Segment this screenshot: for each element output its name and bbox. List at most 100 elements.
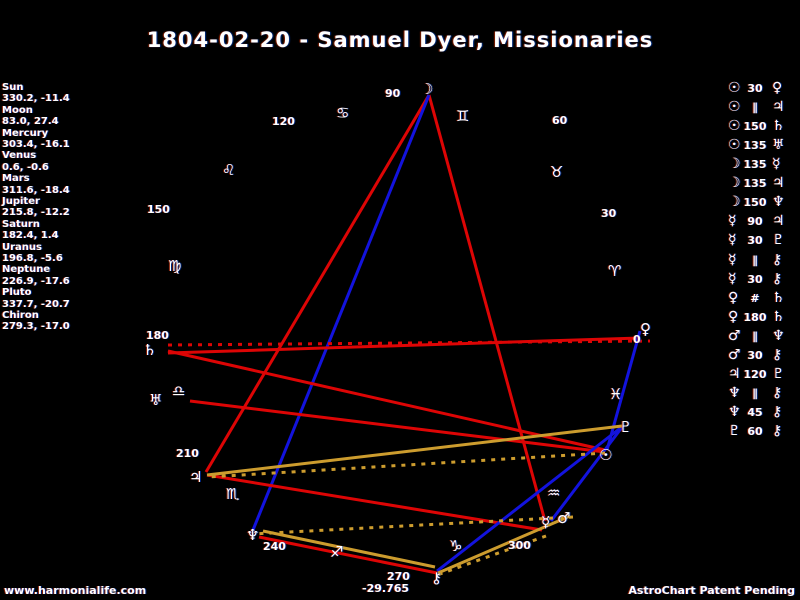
planet-coords-venus: 0.6, -0.6 bbox=[2, 161, 49, 173]
planet-name-mercury: Mercury bbox=[2, 127, 49, 139]
aspect-planet1-glyph: ☿ bbox=[728, 251, 737, 268]
aspect-line-pluto-mars bbox=[549, 425, 625, 522]
aspect-value: ∥ bbox=[752, 253, 758, 267]
aspect-planet1-glyph: ☉ bbox=[728, 137, 741, 154]
planet-glyph-neptune: ♆ bbox=[246, 526, 260, 544]
sign-glyph-aquarius: ♒ bbox=[547, 484, 561, 502]
degree-label-270: 270 bbox=[387, 570, 410, 583]
degree-label-0: 0 bbox=[633, 333, 641, 346]
aspect-planet1-glyph: ♂ bbox=[728, 327, 741, 344]
planet-name-chiron: Chiron bbox=[2, 310, 39, 321]
aspect-line-jupiter-mercury bbox=[206, 473, 543, 532]
aspect-value: 180 bbox=[743, 310, 767, 324]
aspect-planet1-glyph: ♀ bbox=[728, 308, 739, 325]
planet-name-neptune: Neptune bbox=[2, 264, 51, 276]
aspect-value: 30 bbox=[747, 234, 763, 248]
aspect-line-saturn-sun bbox=[167, 349, 606, 452]
aspect-line-moon-jupiter bbox=[204, 94, 431, 473]
aspect-line-jupiter-pluto bbox=[206, 424, 623, 477]
planet-coords-saturn: 182.4, 1.4 bbox=[2, 230, 59, 242]
aspect-line-venus-sun bbox=[605, 330, 642, 451]
aspect-line-mars-neptune bbox=[251, 515, 574, 536]
planet-glyph-sun: ☉ bbox=[599, 446, 613, 464]
planet-name-uranus: Uranus bbox=[2, 241, 42, 253]
planet-glyph-venus: ♀ bbox=[640, 320, 651, 338]
degree-label-60: 60 bbox=[552, 114, 568, 127]
aspect-planet1-glyph: ☿ bbox=[728, 270, 737, 287]
website-link: www.harmonialife.com bbox=[4, 584, 147, 597]
planet-coords-neptune: 226.9, -17.6 bbox=[2, 275, 70, 287]
aspect-planet2-glyph: ♃ bbox=[772, 213, 785, 230]
aspect-value: 90 bbox=[747, 215, 763, 229]
planet-name-pluto: Pluto bbox=[2, 287, 32, 299]
planet-name-sun: Sun bbox=[2, 82, 24, 93]
planet-glyph-saturn: ♄ bbox=[143, 341, 157, 359]
planet-glyph-moon: ☽ bbox=[420, 80, 434, 98]
aspect-line-neptune-chiron bbox=[262, 529, 436, 569]
sign-glyph-taurus: ♉ bbox=[550, 163, 564, 181]
aspect-planet2-glyph: ♄ bbox=[772, 289, 785, 306]
planet-name-moon: Moon bbox=[2, 104, 33, 116]
aspect-value: # bbox=[750, 291, 760, 305]
degree-label-300: 300 bbox=[508, 539, 531, 552]
aspect-planet1-glyph: ☿ bbox=[728, 213, 737, 230]
aspect-planet1-glyph: ☉ bbox=[728, 118, 741, 135]
aspect-line-moon-mercury bbox=[427, 94, 547, 522]
degree-label-210: 210 bbox=[176, 447, 199, 460]
aspect-planet2-glyph: ♄ bbox=[772, 308, 785, 325]
aspect-value: 30 bbox=[747, 348, 763, 362]
aspect-line-sun-jupiter bbox=[207, 451, 606, 479]
aspect-value: 30 bbox=[747, 82, 763, 95]
patent-notice: AstroChart Patent Pending bbox=[628, 584, 795, 597]
planet-name-jupiter: Jupiter bbox=[2, 196, 40, 207]
aspect-line-neptune-chiron bbox=[258, 535, 438, 575]
planet-coords-sun: 330.2, -11.4 bbox=[2, 93, 70, 105]
aspect-planet2-glyph: ♇ bbox=[772, 232, 785, 249]
degree-label-120: 120 bbox=[272, 115, 295, 128]
planet-coords-moon: 83.0, 27.4 bbox=[2, 116, 59, 128]
aspect-planet2-glyph: ♄ bbox=[772, 118, 785, 135]
sign-glyph-capricorn: ♑ bbox=[449, 537, 463, 555]
aspect-planet2-glyph: ⚷ bbox=[772, 384, 783, 401]
aspect-planet2-glyph: ♀ bbox=[772, 80, 783, 96]
sign-glyph-gemini: ♊ bbox=[456, 107, 470, 125]
aspect-planet2-glyph: ♆ bbox=[772, 327, 785, 344]
aspect-planet1-glyph: ♃ bbox=[728, 365, 741, 382]
degree-label-150: 150 bbox=[147, 203, 170, 216]
aspect-line-moon-neptune bbox=[251, 94, 431, 531]
aspect-planet2-glyph: ♆ bbox=[772, 194, 785, 211]
aspect-planet2-glyph: ☿ bbox=[772, 156, 781, 173]
degree-label-180: 180 bbox=[146, 329, 169, 342]
aspect-value: 135 bbox=[743, 158, 767, 172]
sign-glyph-cancer: ♋ bbox=[336, 104, 350, 122]
aspect-planet1-glyph: ☉ bbox=[728, 99, 741, 116]
aspect-value: ∥ bbox=[752, 101, 758, 115]
planet-coords-jupiter: 215.8, -12.2 bbox=[2, 207, 70, 219]
aspect-planet1-glyph: ♂ bbox=[728, 346, 741, 363]
planet-coords-pluto: 337.7, -20.7 bbox=[2, 298, 70, 310]
planet-glyph-uranus: ♅ bbox=[149, 391, 163, 409]
aspect-planet2-glyph: ♇ bbox=[772, 365, 785, 382]
sign-glyph-aries: ♈ bbox=[608, 262, 622, 280]
aspect-planet1-glyph: ☉ bbox=[728, 80, 741, 96]
aspect-value: ∥ bbox=[752, 386, 758, 400]
aspect-value: 30 bbox=[747, 272, 763, 286]
aspect-value: 120 bbox=[743, 367, 767, 381]
aspect-value: 45 bbox=[747, 406, 763, 420]
aspect-planet2-glyph: ⚷ bbox=[772, 270, 783, 287]
aspect-value: 135 bbox=[743, 139, 767, 153]
aspect-planet1-glyph: ♇ bbox=[728, 423, 741, 440]
aspect-planet1-glyph: ♀ bbox=[728, 289, 739, 306]
sign-glyph-sagittarius: ♐ bbox=[330, 543, 344, 561]
sign-glyph-virgo: ♍ bbox=[168, 257, 182, 275]
aspect-planet2-glyph: ⚷ bbox=[772, 423, 783, 440]
chart-annotation: -29.765 bbox=[362, 582, 410, 595]
degree-label-30: 30 bbox=[601, 207, 617, 220]
planet-glyph-jupiter: ♃ bbox=[189, 468, 203, 486]
aspect-planet1-glyph: ☽ bbox=[728, 194, 741, 211]
aspect-planet1-glyph: ☽ bbox=[728, 156, 741, 173]
chart-title: 1804-02-20 - Samuel Dyer, Missionaries bbox=[146, 28, 654, 52]
